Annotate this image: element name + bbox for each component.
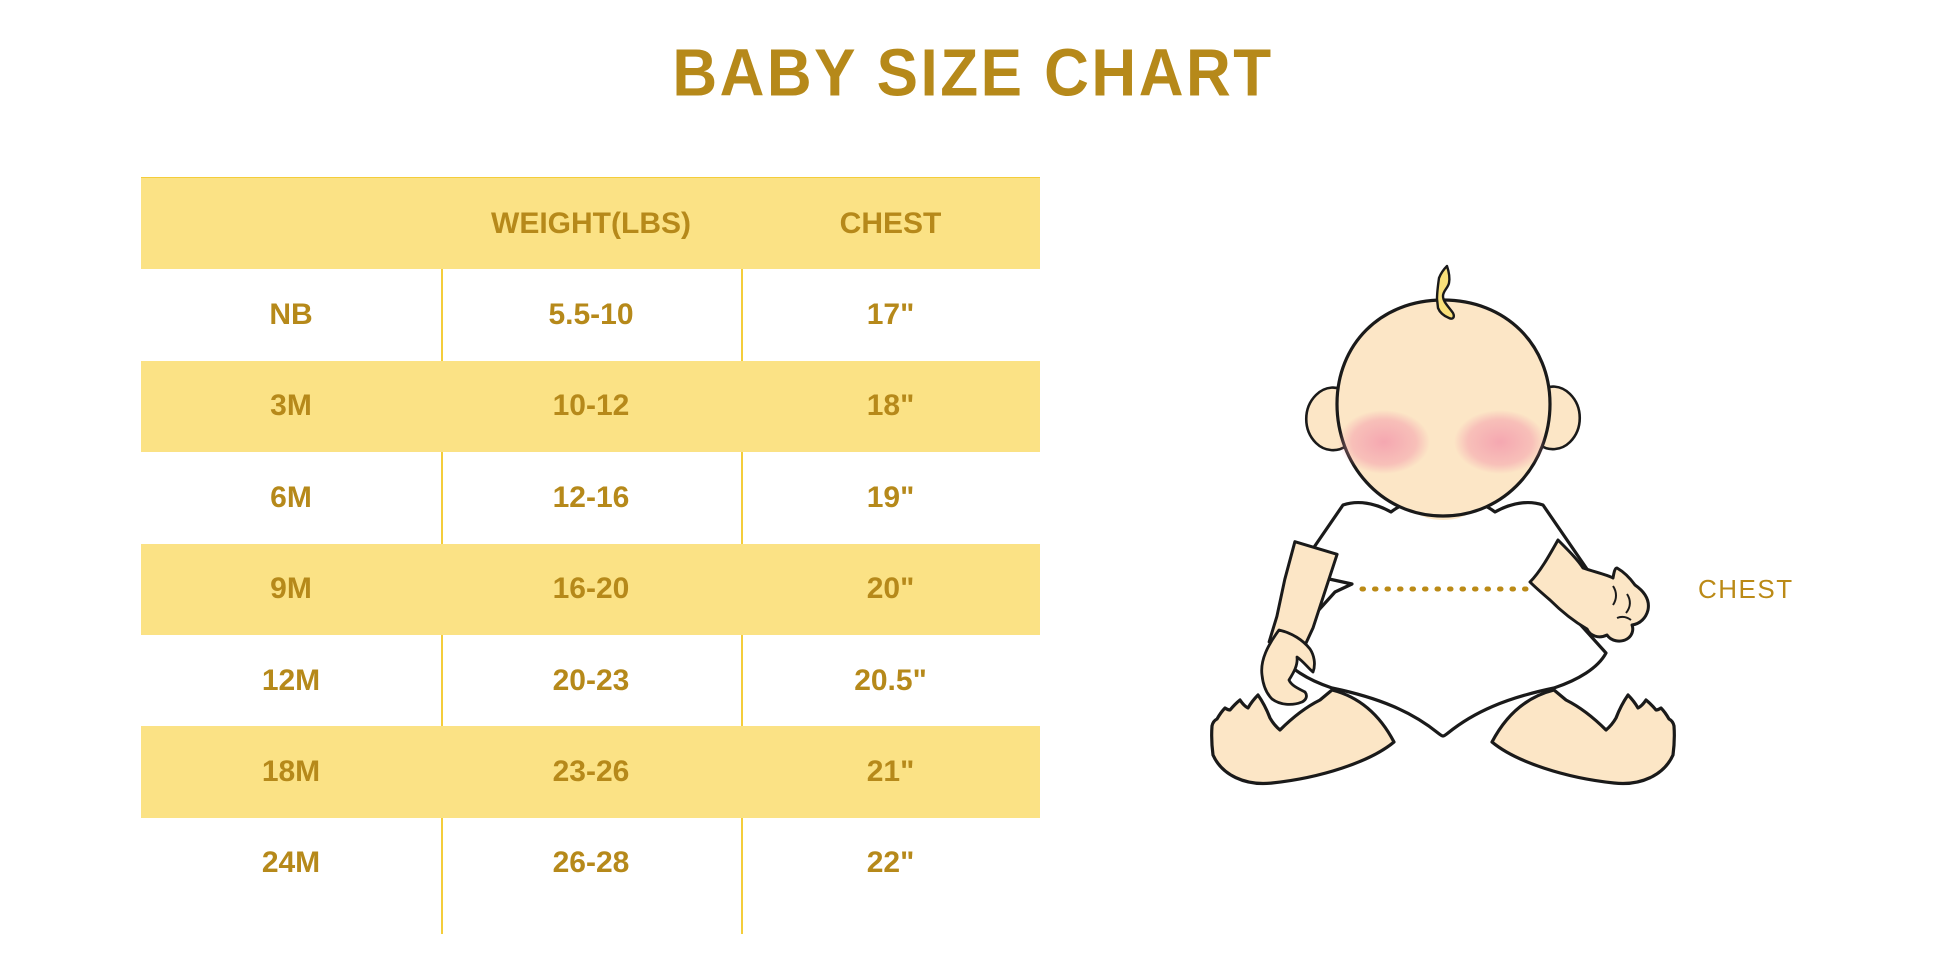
svg-text:CHEST: CHEST (1698, 574, 1794, 604)
